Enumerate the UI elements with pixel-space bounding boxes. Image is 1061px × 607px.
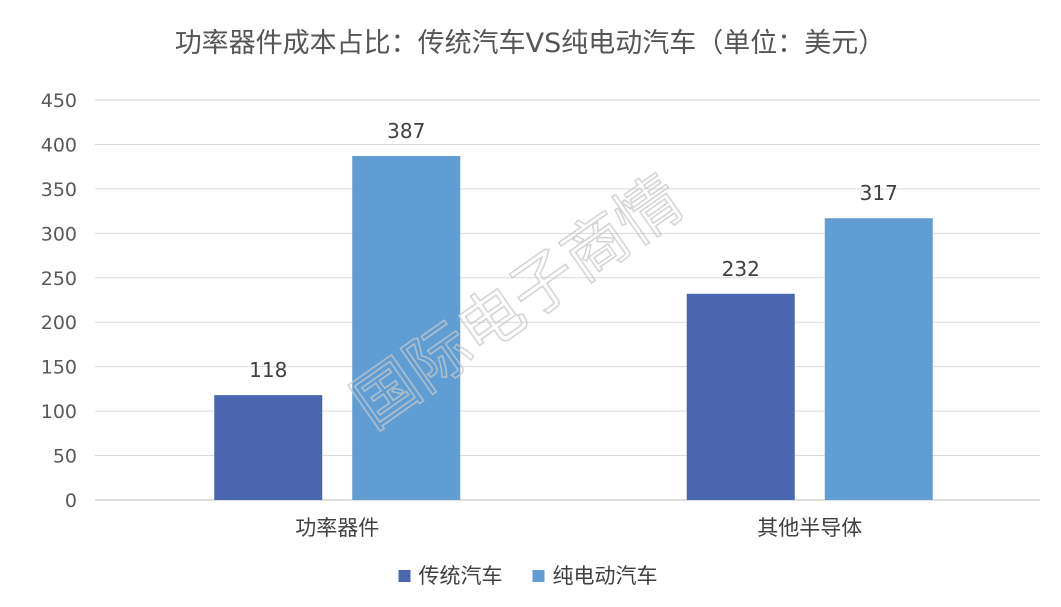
data-labels: 118 387 232 317 — [249, 119, 898, 382]
bar — [686, 293, 795, 500]
legend-swatch — [532, 570, 545, 582]
category-label: 功率器件 — [295, 516, 379, 540]
y-tick-label: 300 — [41, 223, 77, 245]
bar — [214, 395, 323, 500]
legend-label: 纯电动汽车 — [553, 564, 658, 588]
y-tick-label: 450 — [41, 90, 77, 112]
legend: 传统汽车 纯电动汽车 — [398, 564, 658, 588]
data-label: 387 — [387, 119, 425, 143]
y-tick-label: 100 — [41, 401, 77, 423]
data-label: 317 — [860, 181, 898, 205]
y-tick-label: 50 — [53, 446, 77, 468]
y-axis-ticks: 0 50 100 150 200 250 300 350 400 450 — [41, 90, 77, 512]
bars — [214, 156, 933, 500]
data-label: 232 — [722, 257, 760, 281]
legend-item: 传统汽车 — [398, 564, 503, 588]
data-label: 118 — [249, 358, 287, 382]
legend-item: 纯电动汽车 — [532, 564, 658, 588]
chart-title: 功率器件成本占比：传统汽车VS纯电动汽车（单位：美元） — [175, 28, 886, 59]
bar — [824, 218, 933, 500]
y-tick-label: 250 — [41, 268, 77, 290]
bar — [352, 156, 461, 500]
y-tick-label: 350 — [41, 179, 77, 201]
y-tick-label: 150 — [41, 357, 77, 379]
x-axis-categories: 功率器件 其他半导体 — [295, 516, 862, 540]
legend-swatch — [398, 570, 411, 582]
y-tick-label: 0 — [65, 490, 77, 512]
legend-label: 传统汽车 — [419, 564, 503, 588]
y-tick-label: 200 — [41, 312, 77, 334]
category-label: 其他半导体 — [757, 516, 862, 540]
y-tick-label: 400 — [41, 134, 77, 156]
